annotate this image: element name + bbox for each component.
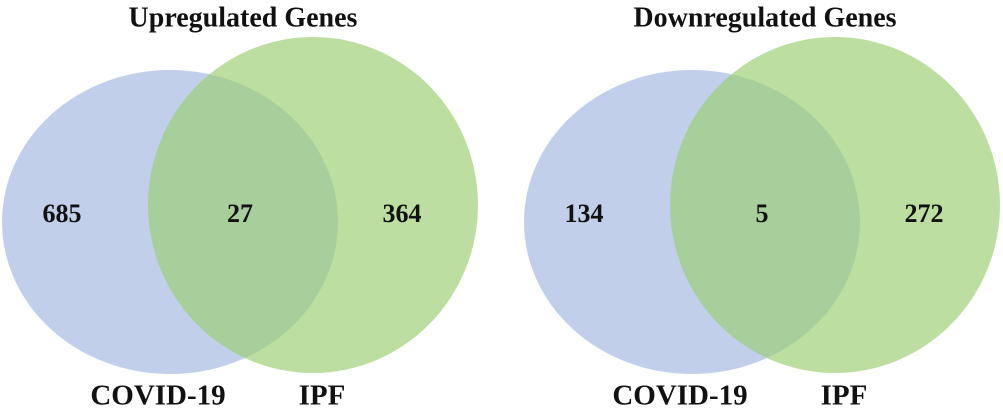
region-count: 134 [565, 199, 604, 228]
set-label: COVID-19 [90, 380, 225, 412]
set-label: COVID-19 [612, 380, 747, 412]
panel-title: Downregulated Genes [633, 2, 896, 33]
set-circle [670, 37, 1000, 373]
region-count: 685 [43, 199, 82, 228]
set-label: IPF [821, 380, 868, 412]
venn-panel: Upregulated Genes 685 27 364 COVID-19 IPF [2, 2, 478, 412]
region-count: 272 [905, 199, 944, 228]
region-count: 364 [383, 199, 422, 228]
panel-title: Upregulated Genes [129, 2, 358, 33]
region-count: 5 [756, 199, 769, 228]
region-count: 27 [227, 199, 253, 228]
set-circle [148, 37, 478, 373]
set-label: IPF [299, 380, 346, 412]
venn-panel: Downregulated Genes 134 5 272 COVID-19 IPF [524, 2, 1000, 412]
